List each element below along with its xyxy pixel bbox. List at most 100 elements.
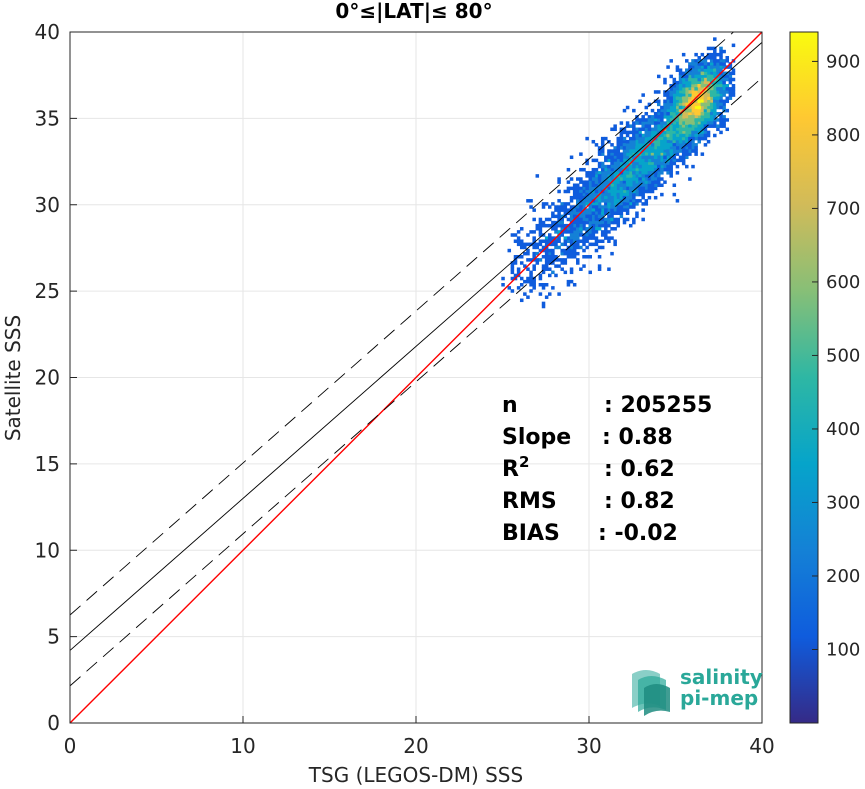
density-cell: [582, 180, 586, 184]
density-cell: [566, 255, 571, 259]
density-cell: [547, 292, 552, 296]
density-cell: [669, 90, 673, 94]
density-cell: [510, 233, 515, 237]
density-cell: [582, 233, 586, 237]
density-cell: [703, 136, 708, 141]
density-cell: [551, 251, 555, 256]
density-cell: [604, 183, 608, 188]
density-cell: [594, 202, 599, 206]
density-cell: [653, 177, 658, 181]
density-cell: [538, 258, 543, 262]
density-cell: [588, 180, 592, 184]
density-cell: [688, 99, 692, 104]
density-cell: [688, 152, 692, 156]
density-cell: [731, 87, 736, 91]
density-cell: [516, 286, 521, 290]
density-cell: [551, 214, 555, 219]
density-cell: [613, 183, 617, 188]
density-cell: [731, 90, 736, 94]
density-cell: [681, 136, 686, 141]
density-cell: [675, 111, 680, 116]
density-cell: [616, 164, 621, 169]
density-cell: [632, 146, 636, 150]
density-cell: [685, 133, 689, 138]
density-cell: [551, 270, 555, 275]
density-cell: [694, 118, 698, 122]
density-cell: [632, 124, 636, 128]
density-cell: [656, 167, 661, 172]
density-cell: [622, 143, 627, 147]
density-cell: [613, 174, 617, 178]
density-cell: [728, 65, 733, 69]
density-cell: [653, 183, 658, 188]
density-cell: [675, 102, 680, 107]
density-cell: [719, 56, 723, 60]
density-cell: [703, 115, 708, 119]
density-cell: [731, 93, 736, 97]
density-cell: [594, 211, 599, 215]
density-cell: [691, 80, 695, 85]
density-cell: [619, 161, 624, 166]
density-cell: [706, 71, 711, 76]
density-cell: [576, 186, 580, 191]
density-cell: [728, 77, 733, 82]
density-cell: [713, 37, 717, 41]
density-cell: [685, 118, 689, 122]
density-cell: [688, 96, 692, 100]
density-cell: [607, 155, 611, 160]
density-cell: [594, 217, 599, 222]
density-cell: [691, 139, 695, 144]
density-cell: [688, 121, 692, 125]
density-cell: [647, 133, 652, 138]
density-cell: [663, 102, 667, 107]
density-cell: [613, 199, 617, 203]
density-cell: [694, 136, 698, 141]
density-cell: [569, 267, 574, 271]
density-cell: [688, 111, 692, 116]
density-cell: [566, 211, 571, 215]
density-cell: [650, 152, 655, 156]
density-cell: [688, 146, 692, 150]
density-cell: [694, 59, 698, 63]
density-cell: [594, 236, 599, 240]
density-cell: [613, 158, 617, 163]
density-cell: [619, 121, 624, 125]
density-cell: [638, 158, 642, 163]
density-cell: [594, 180, 599, 184]
density-cell: [709, 90, 714, 94]
density-cell: [597, 264, 602, 268]
density-cell: [625, 133, 630, 138]
density-cell: [656, 158, 661, 163]
density-cell: [647, 177, 652, 181]
density-cell: [660, 136, 664, 141]
density-cell: [685, 102, 689, 107]
density-cell: [585, 136, 589, 141]
density-cell: [672, 136, 677, 141]
density-cell: [703, 74, 708, 79]
density-cell: [610, 208, 614, 212]
density-cell: [672, 161, 677, 166]
density-cell: [703, 118, 708, 122]
density-cell: [582, 189, 586, 194]
density-cell: [547, 217, 552, 222]
density-cell: [653, 124, 658, 128]
density-cell: [719, 102, 723, 107]
density-cell: [703, 56, 708, 60]
density-cell: [709, 83, 714, 88]
density-cell: [597, 146, 602, 150]
density-cell: [600, 174, 605, 178]
density-cell: [600, 164, 605, 169]
density-cell: [635, 127, 639, 132]
density-cell: [560, 248, 564, 253]
density-cell: [597, 195, 602, 200]
density-cell: [591, 174, 596, 178]
density-cell: [644, 186, 649, 191]
density-cell: [644, 136, 649, 141]
density-cell: [709, 96, 714, 100]
density-cell: [600, 149, 605, 153]
density-cell: [666, 161, 670, 166]
density-cell: [594, 199, 599, 203]
density-cell: [666, 143, 670, 147]
